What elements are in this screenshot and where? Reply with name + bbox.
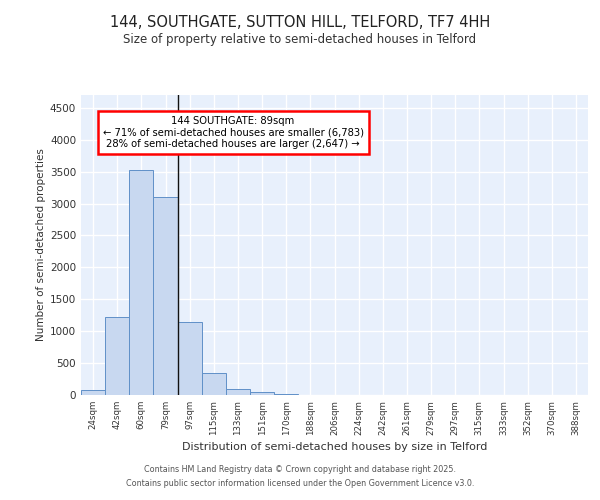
X-axis label: Distribution of semi-detached houses by size in Telford: Distribution of semi-detached houses by …: [182, 442, 487, 452]
Bar: [154, 197, 178, 395]
Y-axis label: Number of semi-detached properties: Number of semi-detached properties: [36, 148, 46, 342]
Text: 144 SOUTHGATE: 89sqm
← 71% of semi-detached houses are smaller (6,783)
28% of se: 144 SOUTHGATE: 89sqm ← 71% of semi-detac…: [103, 116, 364, 149]
Bar: [274, 394, 298, 395]
Bar: [129, 170, 154, 395]
Bar: [226, 388, 250, 395]
Bar: [202, 374, 226, 395]
Bar: [105, 317, 129, 395]
Text: Size of property relative to semi-detached houses in Telford: Size of property relative to semi-detach…: [124, 32, 476, 46]
Bar: [250, 392, 274, 395]
Text: 144, SOUTHGATE, SUTTON HILL, TELFORD, TF7 4HH: 144, SOUTHGATE, SUTTON HILL, TELFORD, TF…: [110, 15, 490, 30]
Text: Contains HM Land Registry data © Crown copyright and database right 2025.
Contai: Contains HM Land Registry data © Crown c…: [126, 466, 474, 487]
Bar: [178, 322, 202, 395]
Bar: [81, 390, 105, 395]
